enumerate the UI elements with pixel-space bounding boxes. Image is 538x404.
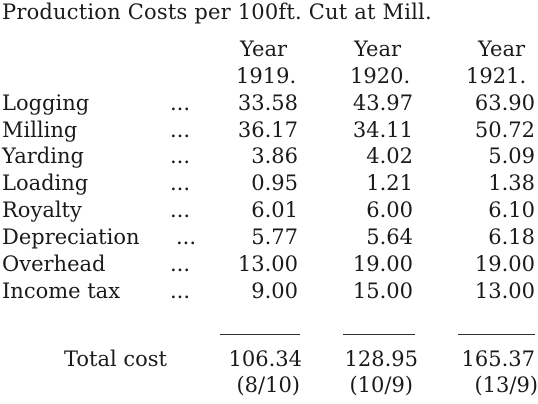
- row-dots: ...: [170, 144, 191, 168]
- cell-income-tax-1921: 13.00: [474, 279, 535, 303]
- total-sub-1919: (8/10): [236, 373, 300, 397]
- cell-royalty-1919: 6.01: [251, 198, 298, 222]
- cell-income-tax-1920: 15.00: [352, 279, 413, 303]
- row-label-yarding: Yarding: [2, 144, 84, 168]
- row-label-royalty: Royalty: [2, 198, 82, 222]
- sum-rule: [220, 334, 300, 335]
- header-year-label-3: Year: [478, 37, 526, 61]
- total-cost-label: Total cost: [64, 347, 167, 371]
- table-title: Production Costs per 100ft. Cut at Mill.: [2, 0, 432, 24]
- row-label-loading: Loading: [2, 171, 89, 195]
- cell-logging-1919: 33.58: [237, 91, 298, 115]
- sum-rule: [458, 334, 535, 335]
- header-year-1921: 1921.: [466, 64, 527, 88]
- cell-logging-1921: 63.90: [474, 91, 535, 115]
- sum-rule: [343, 334, 415, 335]
- cell-income-tax-1919: 9.00: [251, 279, 298, 303]
- row-dots: ...: [170, 252, 191, 276]
- row-dots: ...: [170, 198, 191, 222]
- header-year-1919: 1919.: [236, 64, 297, 88]
- total-1921: 165.37: [461, 347, 535, 371]
- cell-milling-1920: 34.11: [352, 118, 413, 142]
- row-label-income-tax: Income tax: [2, 279, 121, 303]
- header-year-1920: 1920.: [350, 64, 411, 88]
- total-1920: 128.95: [344, 347, 418, 371]
- cell-depreciation-1919: 5.77: [251, 225, 298, 249]
- cell-milling-1921: 50.72: [474, 118, 535, 142]
- cell-royalty-1921: 6.10: [488, 198, 535, 222]
- cell-depreciation-1921: 6.18: [488, 225, 535, 249]
- row-label-logging: Logging: [2, 91, 90, 115]
- cell-depreciation-1920: 5.64: [366, 225, 413, 249]
- cell-royalty-1920: 6.00: [366, 198, 413, 222]
- cell-yarding-1921: 5.09: [488, 144, 535, 168]
- cell-yarding-1920: 4.02: [366, 144, 413, 168]
- cell-yarding-1919: 3.86: [251, 144, 298, 168]
- cell-overhead-1919: 13.00: [237, 252, 298, 276]
- cell-logging-1920: 43.97: [352, 91, 413, 115]
- row-dots: ...: [170, 91, 191, 115]
- row-label-milling: Milling: [2, 118, 78, 142]
- cell-loading-1919: 0.95: [251, 171, 298, 195]
- total-sub-1920: (10/9): [349, 373, 413, 397]
- header-year-label-1: Year: [240, 37, 288, 61]
- total-1919: 106.34: [228, 347, 302, 371]
- row-dots: ...: [170, 171, 191, 195]
- cell-overhead-1921: 19.00: [474, 252, 535, 276]
- row-label-depreciation: Depreciation: [2, 225, 140, 249]
- cell-overhead-1920: 19.00: [352, 252, 413, 276]
- row-dots: ...: [170, 118, 191, 142]
- cell-loading-1920: 1.21: [366, 171, 413, 195]
- row-label-overhead: Overhead: [2, 252, 106, 276]
- row-dots: ...: [176, 225, 197, 249]
- row-dots: ...: [170, 279, 191, 303]
- header-year-label-2: Year: [354, 37, 402, 61]
- cell-loading-1921: 1.38: [488, 171, 535, 195]
- total-sub-1921: (13/9): [474, 373, 538, 397]
- cell-milling-1919: 36.17: [237, 118, 298, 142]
